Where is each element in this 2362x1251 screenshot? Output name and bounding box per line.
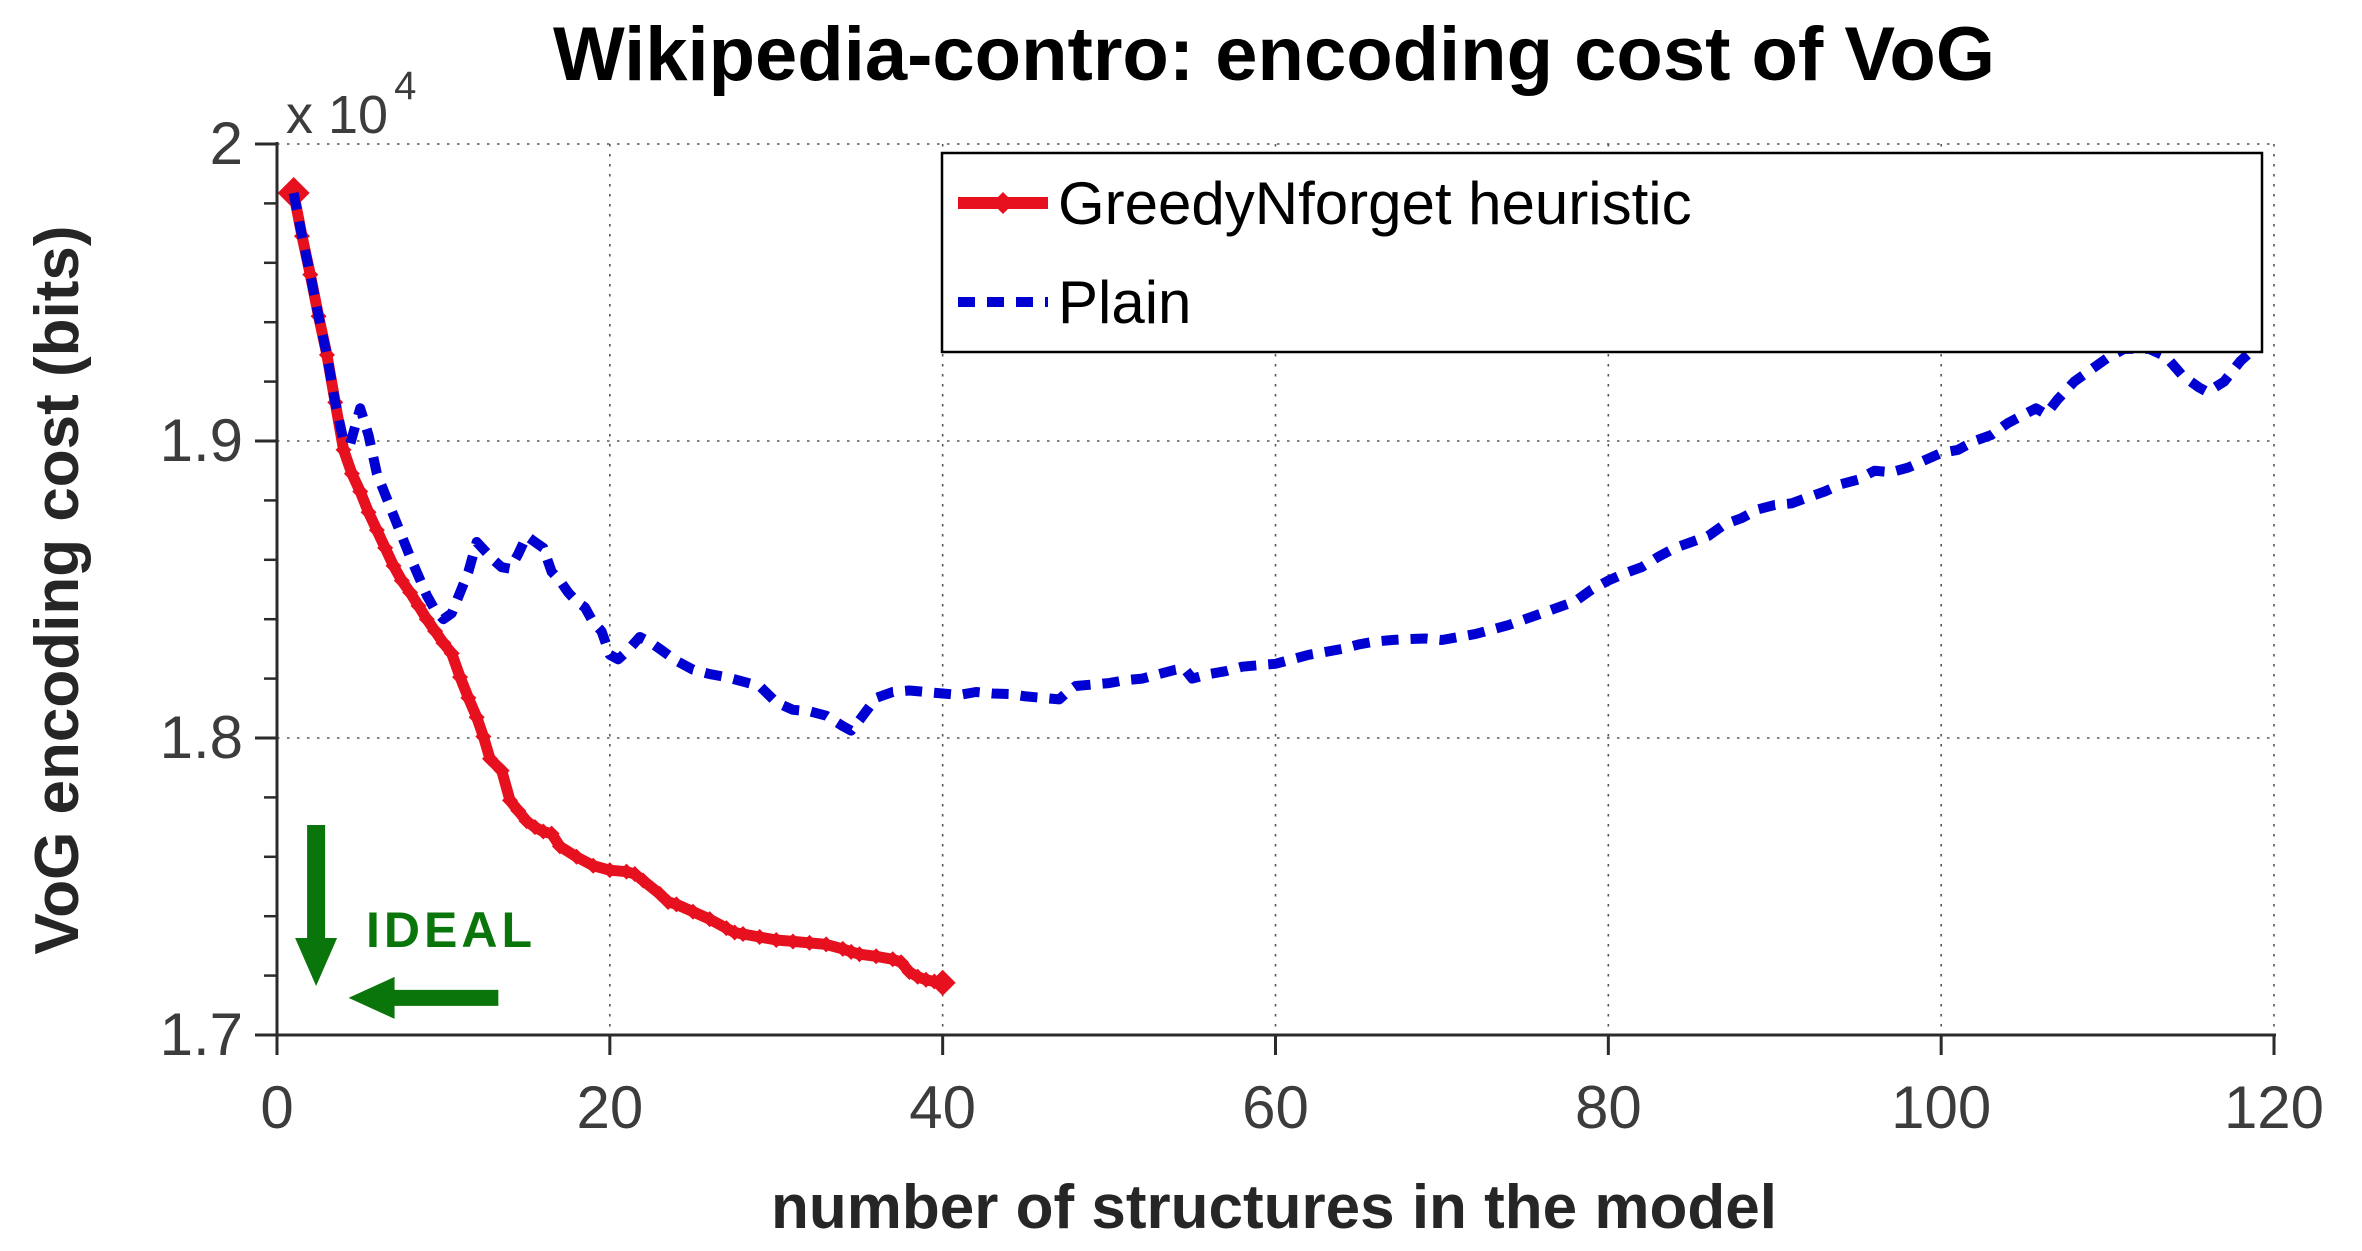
x-tick-label: 120 — [2224, 1074, 2324, 1141]
x-tick-label: 40 — [909, 1074, 976, 1141]
axes — [255, 142, 2276, 1055]
diamond-marker — [868, 948, 885, 965]
y-axis-exponent: x 10 4 — [286, 64, 416, 145]
diamond-marker — [543, 825, 560, 842]
y-tick-label: 2 — [210, 110, 243, 177]
diamond-marker — [601, 862, 618, 879]
diamond-marker — [460, 689, 477, 706]
diamond-marker — [360, 504, 377, 521]
diamond-marker — [402, 584, 419, 601]
diamond-marker — [685, 903, 702, 920]
diamond-marker — [651, 885, 668, 902]
diamond-marker — [929, 969, 956, 996]
chart-title: Wikipedia-contro: encoding cost of VoG — [553, 12, 1995, 97]
diamond-marker — [851, 946, 868, 963]
diamond-marker — [585, 857, 602, 874]
diamond-marker — [343, 465, 360, 482]
diamond-marker — [482, 750, 499, 767]
diamond-marker — [468, 709, 485, 726]
legend: GreedyNforget heuristic Plain — [940, 151, 2264, 354]
ideal-left-arrow — [348, 976, 499, 1019]
legend-item-label: Plain — [1058, 269, 1191, 336]
x-tick-label: 60 — [1242, 1074, 1309, 1141]
x-axis-label: number of structures in the model — [771, 1173, 1777, 1242]
diamond-marker — [377, 539, 394, 556]
x-tick-label: 100 — [1891, 1074, 1991, 1141]
legend-item-label: GreedyNforget heuristic — [1058, 170, 1692, 237]
diamond-marker — [893, 954, 910, 971]
data-series — [277, 177, 2256, 996]
series-line-greedynforget — [288, 191, 944, 989]
x-tick-label: 80 — [1575, 1074, 1642, 1141]
diamond-marker — [801, 934, 818, 951]
tick-labels: 0 20 40 60 80 100 120 2 1.9 1.8 1.7 — [160, 110, 2324, 1141]
diamond-marker — [352, 483, 369, 500]
diamond-marker — [335, 441, 352, 458]
x-tick-label: 20 — [576, 1074, 643, 1141]
y-axis-label: VoG encoding cost (bits) — [23, 225, 92, 954]
diamond-marker — [493, 762, 510, 779]
legend-sample-diamond-marker — [992, 192, 1014, 214]
diamond-marker — [393, 572, 410, 589]
diamond-marker — [368, 522, 385, 539]
diamond-marker — [501, 792, 518, 809]
diamond-marker — [768, 931, 785, 948]
ideal-down-arrow — [295, 825, 338, 986]
diamond-marker — [475, 728, 492, 745]
diamond-marker — [784, 933, 801, 950]
ideal-annotation-arrows — [295, 825, 499, 1019]
diamond-marker — [435, 634, 452, 651]
diamond-marker — [551, 838, 568, 855]
diamond-marker — [443, 645, 460, 662]
diamond-marker — [427, 623, 444, 640]
series-line-plain — [288, 192, 2256, 736]
ideal-annotation-label: IDEAL — [366, 902, 536, 958]
gridlines — [277, 143, 2275, 1035]
legend-box — [940, 151, 2264, 354]
diamond-marker — [385, 557, 402, 574]
diamond-marker — [635, 872, 652, 889]
diamond-marker — [410, 597, 427, 614]
x-tick-label: 0 — [260, 1074, 293, 1141]
diamond-marker — [701, 911, 718, 928]
diamond-marker — [751, 928, 768, 945]
diamond-marker — [418, 611, 435, 628]
diamond-marker — [734, 926, 751, 943]
diamond-marker — [568, 848, 585, 865]
diamond-marker — [818, 936, 835, 953]
diamond-marker — [510, 802, 527, 819]
diamond-marker — [452, 669, 469, 686]
y-tick-label: 1.8 — [160, 704, 243, 771]
y-tick-label: 1.9 — [160, 407, 243, 474]
y-tick-label: 1.7 — [160, 1001, 243, 1068]
diamond-marker — [668, 896, 685, 913]
